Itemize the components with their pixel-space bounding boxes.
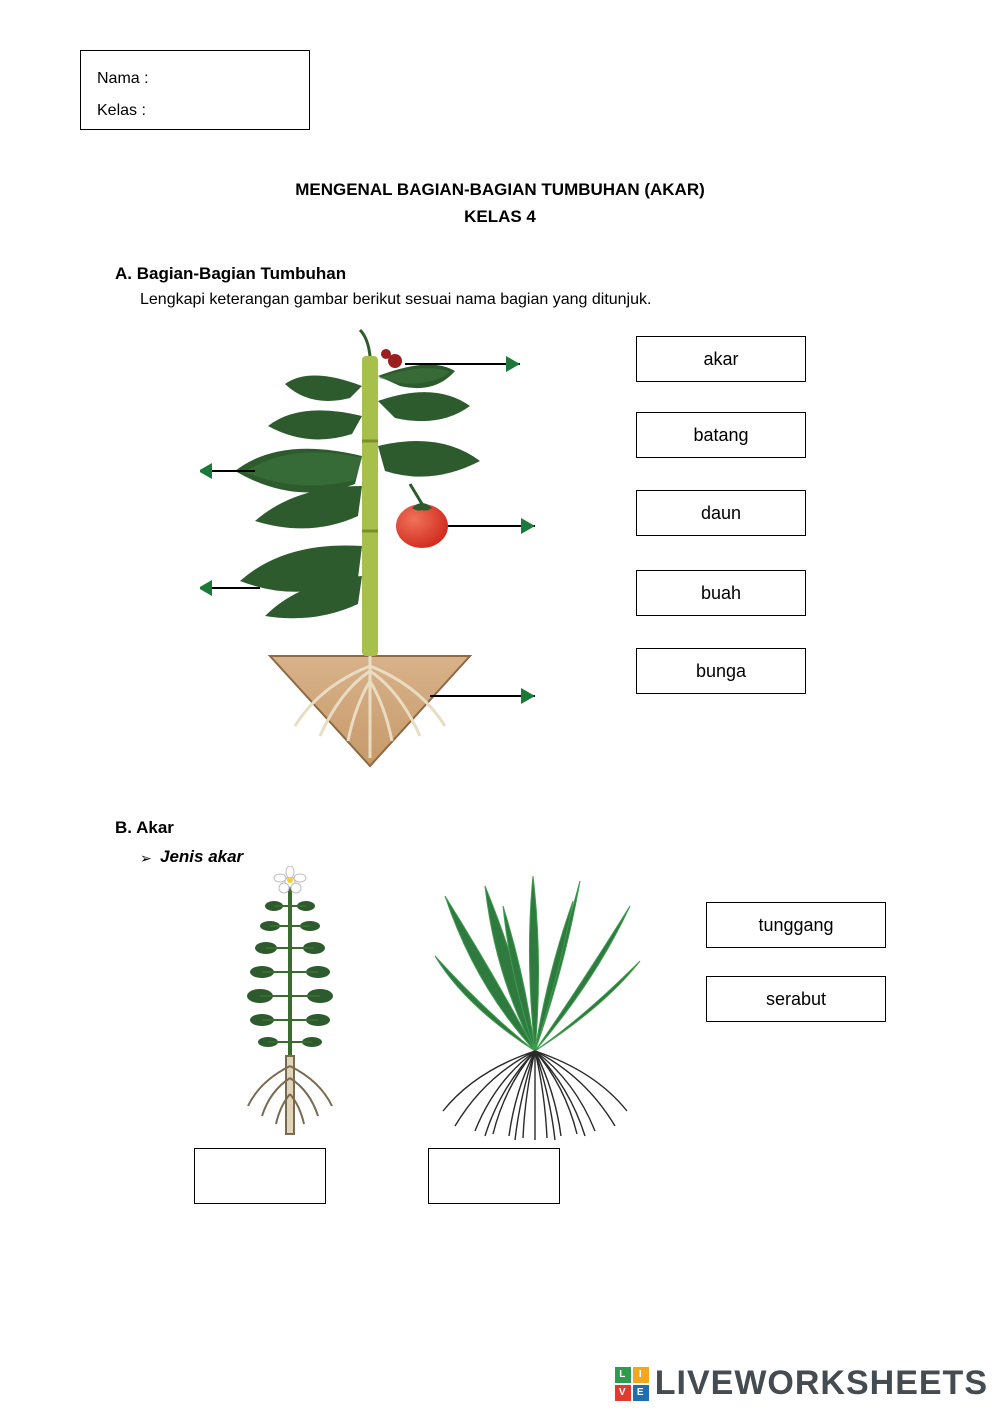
wordbank-label: buah xyxy=(701,583,741,604)
section-b-subheading: Jenis akar xyxy=(160,847,243,867)
wordbank-tunggang[interactable]: tunggang xyxy=(706,902,886,948)
leaves-group xyxy=(235,365,480,619)
wordbank-label: bunga xyxy=(696,661,746,682)
wordbank-akar[interactable]: akar xyxy=(636,336,806,382)
section-a-instruction: Lengkapi keterangan gambar berikut sesua… xyxy=(140,291,651,309)
section-a-heading: A. Bagian-Bagian Tumbuhan xyxy=(115,264,346,284)
bullet-icon: ➢ xyxy=(140,850,152,867)
taproot-plant-diagram xyxy=(190,866,390,1146)
plant-diagram xyxy=(200,326,560,776)
drop-target-taproot[interactable] xyxy=(194,1148,326,1204)
wordbank-batang[interactable]: batang xyxy=(636,412,806,458)
stem xyxy=(362,356,378,656)
plant-svg xyxy=(200,326,560,776)
title-line-2: KELAS 4 xyxy=(0,203,1000,230)
fibrous-plant-diagram xyxy=(425,866,625,1146)
liveworksheets-watermark: L I V E LIVEWORKSHEETS xyxy=(615,1364,988,1403)
worksheet-title: MENGENAL BAGIAN-BAGIAN TUMBUHAN (AKAR) K… xyxy=(0,176,1000,230)
student-info-box[interactable]: Nama : Kelas : xyxy=(80,50,310,130)
watermark-text: LIVEWORKSHEETS xyxy=(655,1364,988,1403)
wordbank-bunga[interactable]: bunga xyxy=(636,648,806,694)
fibrous-svg xyxy=(425,866,645,1146)
section-b-heading: B. Akar xyxy=(115,818,174,838)
flower-bud xyxy=(381,349,402,368)
title-line-1: MENGENAL BAGIAN-BAGIAN TUMBUHAN (AKAR) xyxy=(0,176,1000,203)
wordbank-label: batang xyxy=(693,425,748,446)
taproot-svg xyxy=(190,866,390,1146)
wordbank-daun[interactable]: daun xyxy=(636,490,806,536)
wordbank-buah[interactable]: buah xyxy=(636,570,806,616)
class-label: Kelas : xyxy=(97,95,293,127)
wordbank-label: tunggang xyxy=(758,915,833,936)
wordbank-serabut[interactable]: serabut xyxy=(706,976,886,1022)
drop-target-fibrous[interactable] xyxy=(428,1148,560,1204)
fruit xyxy=(396,484,448,548)
wordbank-label: daun xyxy=(701,503,741,524)
wordbank-label: serabut xyxy=(766,989,826,1010)
wordbank-label: akar xyxy=(703,349,738,370)
name-label: Nama : xyxy=(97,63,293,95)
watermark-badge-icon: L I V E xyxy=(615,1367,649,1401)
